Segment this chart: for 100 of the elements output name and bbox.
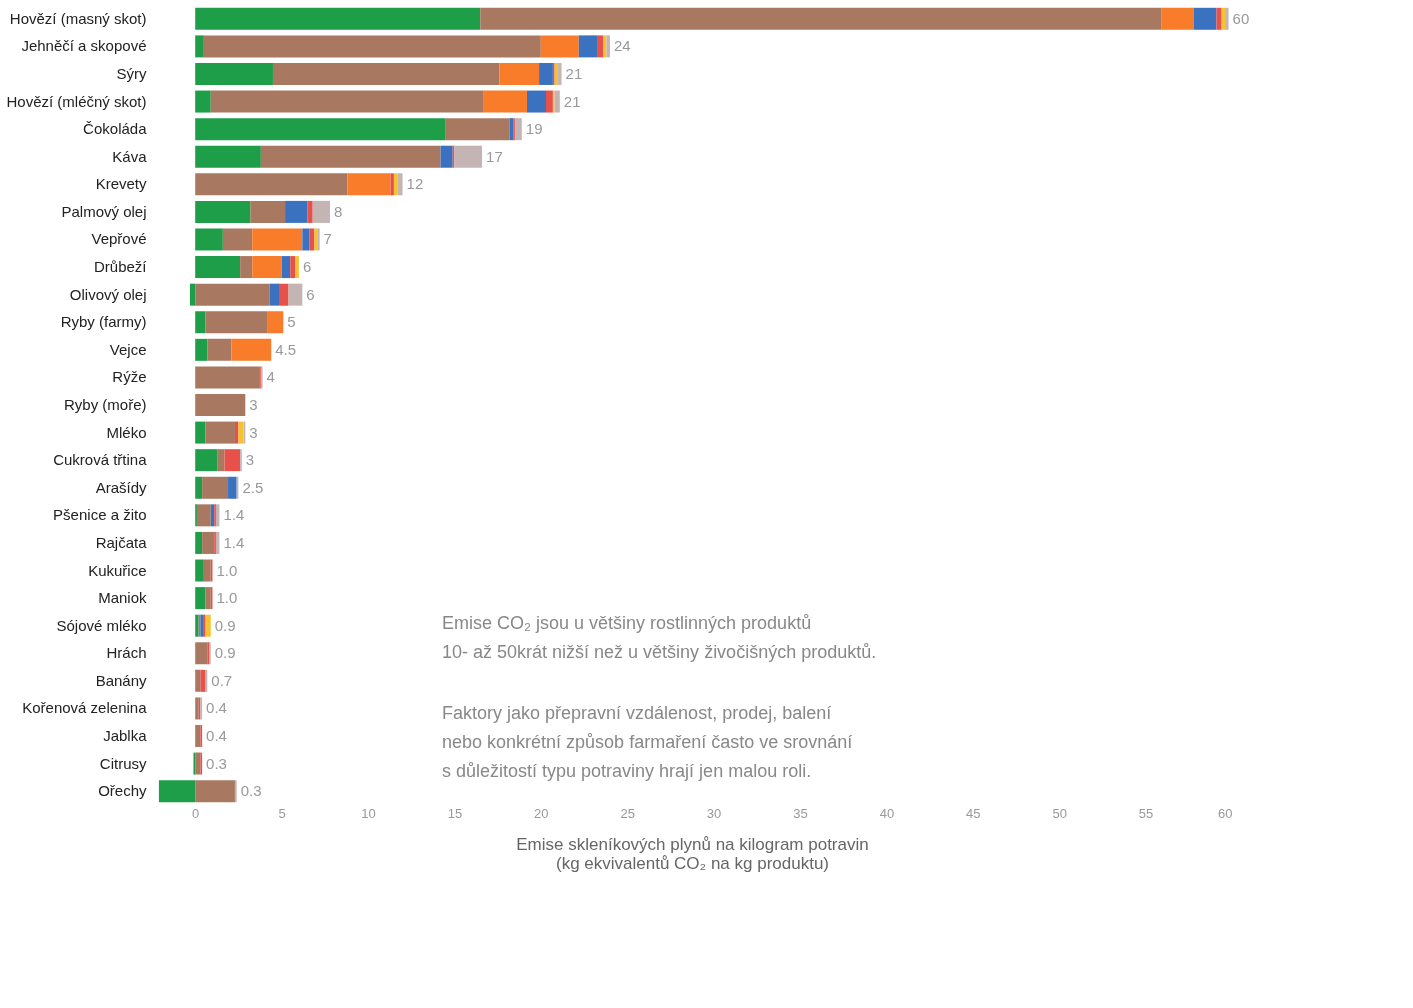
text: 5 xyxy=(287,313,296,331)
text: 6 xyxy=(302,258,312,276)
bar xyxy=(195,228,223,251)
y-tick-label: Sýry xyxy=(116,64,147,82)
bar xyxy=(312,200,330,223)
bar xyxy=(195,90,211,113)
bar xyxy=(554,90,560,113)
bar xyxy=(195,145,261,168)
y-tick-label: Ryby (farmy) xyxy=(60,313,147,331)
bar xyxy=(195,118,446,141)
y-tick-label: Maniok xyxy=(98,589,147,607)
text: 3 xyxy=(249,423,258,441)
bar xyxy=(195,256,241,279)
y-tick-label: Hovězí (mléčný skot) xyxy=(6,92,147,110)
y-tick-label: Čokoláda xyxy=(83,120,148,138)
bar xyxy=(195,642,208,665)
bar xyxy=(195,173,348,196)
x-tick-label: 15 xyxy=(447,805,463,821)
text: 1.4 xyxy=(223,506,245,524)
bar xyxy=(195,559,204,582)
bar xyxy=(195,752,201,775)
x-tick-label: 40 xyxy=(879,805,895,821)
text: 0.9 xyxy=(214,644,236,662)
bar xyxy=(480,7,1162,30)
bar xyxy=(514,118,522,141)
bar xyxy=(195,338,208,361)
text: 0.7 xyxy=(211,671,233,689)
bar xyxy=(195,366,260,389)
text: 3 xyxy=(245,451,255,469)
text: 0.4 xyxy=(206,727,227,745)
bar xyxy=(288,283,303,306)
bar xyxy=(205,421,235,444)
bar xyxy=(195,669,201,692)
text: 24 xyxy=(613,37,631,55)
text: 8 xyxy=(333,202,343,220)
bar xyxy=(195,311,206,334)
y-tick-label: Olivový olej xyxy=(69,285,147,303)
x-tick-label: 20 xyxy=(534,805,549,821)
text: 0.3 xyxy=(206,754,227,772)
bar xyxy=(195,476,203,499)
bar xyxy=(158,780,196,803)
bar xyxy=(539,62,553,85)
text: 0.9 xyxy=(214,616,236,634)
y-tick-label: Vepřové xyxy=(91,230,147,248)
bar xyxy=(252,228,303,251)
bar xyxy=(196,504,211,527)
text: 6 xyxy=(306,285,315,303)
bar xyxy=(309,228,315,251)
text: 60 xyxy=(1232,9,1250,27)
y-tick-label: Mléko xyxy=(106,423,147,441)
text: 0.3 xyxy=(240,782,262,800)
bar xyxy=(545,90,553,113)
text: 1.0 xyxy=(216,561,238,579)
bar xyxy=(307,200,313,223)
bar xyxy=(390,173,394,196)
y-tick-label: Rajčata xyxy=(95,533,148,551)
text: 21 xyxy=(563,92,581,110)
bar xyxy=(222,228,253,251)
bar xyxy=(526,90,546,113)
x-axis-title: Emise skleníkových plynů na kilogram potravin (kg ekvivalentů CO₂ na kg produktu) xyxy=(516,834,869,873)
bar xyxy=(195,7,481,30)
annotation: Faktory jako přepravní vzdálenost, prodej, balení nebo konkrétní způsob farmaření často ve srovnání s důležitostí typu potraviny hrají jen malou roli. xyxy=(442,703,853,781)
annotation: Emise CO₂ jsou u většiny rostlinných produktů 10- až 50krát nižší než u většiny živočišných produktů. xyxy=(442,613,877,662)
y-tick-label: Hrách xyxy=(106,644,147,662)
bar xyxy=(228,476,237,499)
bar xyxy=(238,421,244,444)
bar xyxy=(210,90,484,113)
bar xyxy=(195,283,270,306)
y-tick-label: Citrusy xyxy=(99,754,147,772)
y-tick-label: Ryby (moře) xyxy=(63,396,147,413)
y-tick-label: Ořechy xyxy=(98,782,147,800)
y-tick-label: Vejce xyxy=(109,340,147,358)
y-tick-label: Banány xyxy=(95,671,147,689)
bar xyxy=(195,200,251,223)
bar xyxy=(454,145,483,168)
text: 17 xyxy=(486,147,503,165)
text: 4 xyxy=(266,368,275,386)
bar xyxy=(540,35,579,58)
bar xyxy=(1161,7,1194,30)
text: 12 xyxy=(406,175,424,193)
y-tick-label: Cukrová třtina xyxy=(53,451,148,469)
bar xyxy=(302,228,310,251)
text: 3 xyxy=(249,396,258,413)
bar xyxy=(347,173,391,196)
text: 4.5 xyxy=(275,340,297,358)
bar xyxy=(190,283,196,306)
bar xyxy=(267,311,284,334)
x-tick-label: 45 xyxy=(966,805,981,821)
bar xyxy=(281,256,291,279)
bar xyxy=(205,311,268,334)
bar xyxy=(1225,7,1229,30)
bar xyxy=(200,669,206,692)
bar xyxy=(195,725,201,748)
x-tick-label: 60 xyxy=(1218,805,1233,821)
bar xyxy=(269,283,280,306)
text: 1.4 xyxy=(223,533,245,551)
text: 0.4 xyxy=(206,699,227,717)
x-tick-label: 10 xyxy=(361,805,376,821)
bar xyxy=(1193,7,1217,30)
bar xyxy=(203,559,211,582)
